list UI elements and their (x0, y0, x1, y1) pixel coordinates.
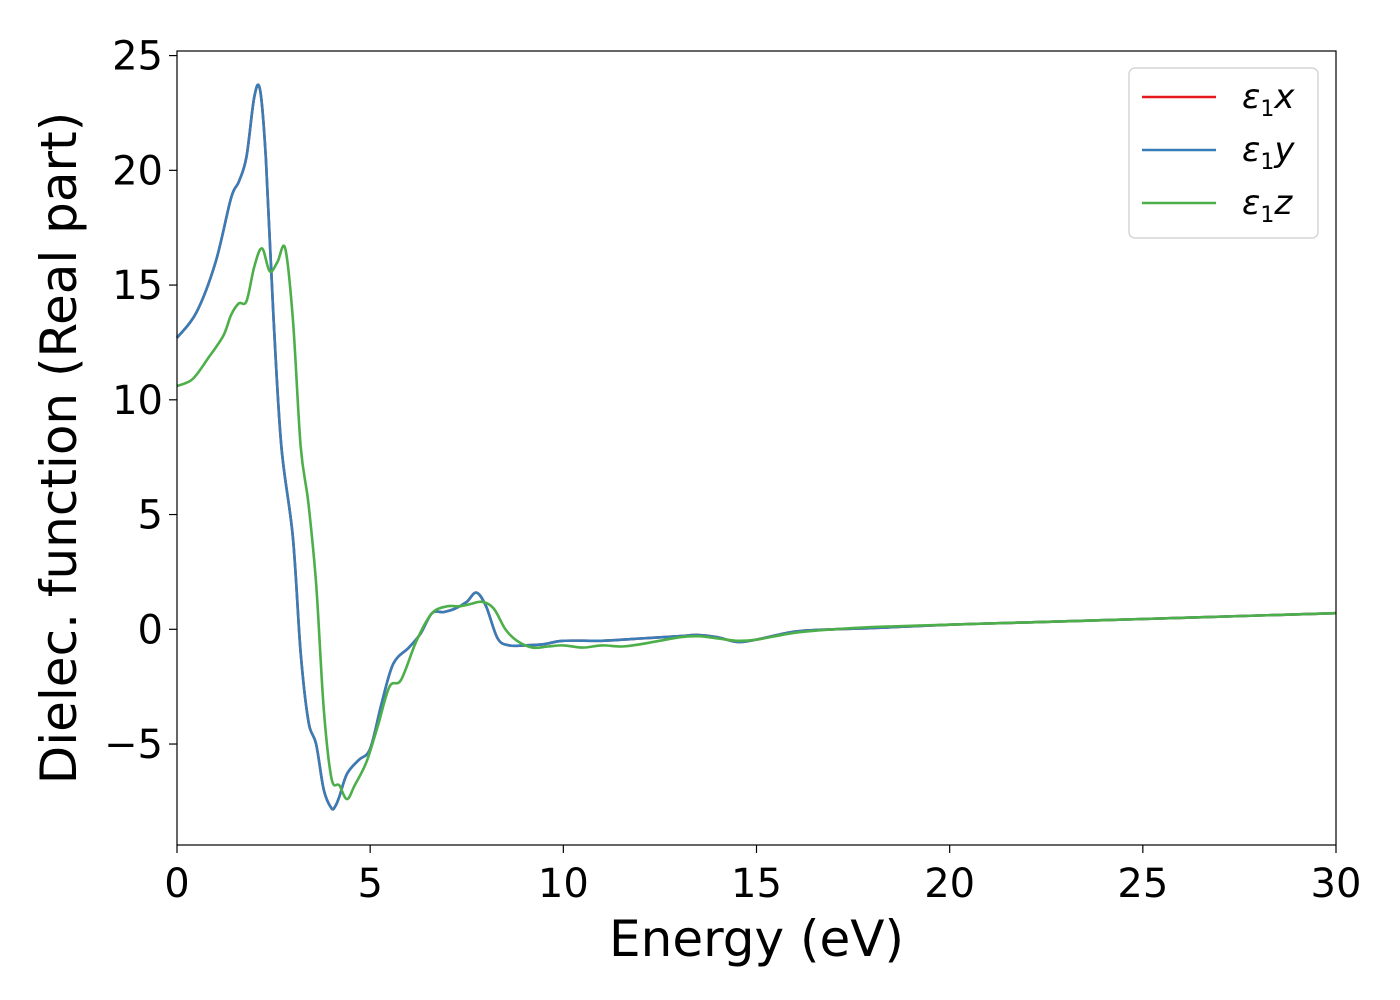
x-tick-label: 5 (357, 861, 382, 907)
x-tick-label: 25 (1117, 861, 1168, 907)
y-tick-label: 25 (112, 34, 163, 80)
legend-label-x: ε1x (1242, 77, 1295, 122)
y-tick-label: 20 (112, 148, 163, 194)
y-tick-label: −5 (104, 722, 163, 768)
y-tick-label: 0 (138, 607, 163, 653)
x-axis-title: Energy (eV) (609, 910, 904, 968)
y-axis-ticks: −5 0 5 10 15 20 25 (104, 34, 177, 768)
y-axis-title: Dielec. function (Real part) (30, 112, 88, 784)
x-axis-ticks: 0 5 10 15 20 25 30 (164, 845, 1361, 907)
x-tick-label: 30 (1311, 861, 1362, 907)
legend-label-y: ε1y (1242, 130, 1295, 175)
x-tick-label: 15 (731, 861, 782, 907)
legend: ε1x ε1y ε1z (1128, 67, 1319, 239)
x-tick-label: 10 (538, 861, 589, 907)
legend-label-z: ε1z (1242, 183, 1293, 228)
series-line-z (176, 244, 1337, 801)
x-tick-label: 20 (924, 861, 975, 907)
legend-box (1128, 67, 1319, 239)
plot-curves (175, 83, 1337, 811)
x-tick-label: 0 (164, 861, 189, 907)
y-tick-label: 10 (112, 378, 163, 424)
y-tick-label: 15 (112, 263, 163, 309)
y-tick-label: 5 (138, 493, 163, 539)
